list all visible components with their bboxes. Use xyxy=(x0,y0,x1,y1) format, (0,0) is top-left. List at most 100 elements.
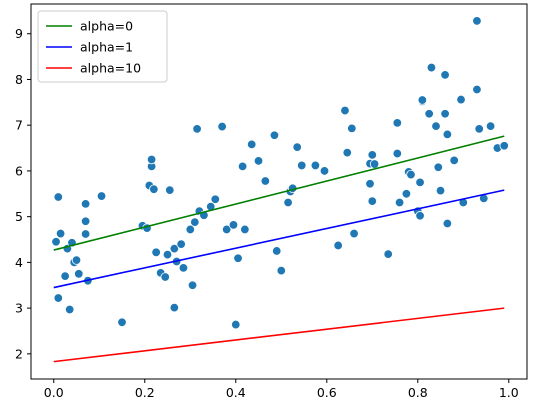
data-point xyxy=(187,280,198,290)
data-point xyxy=(392,148,403,159)
data-point xyxy=(272,246,282,256)
legend-label-2: alpha=10 xyxy=(80,61,141,76)
data-point xyxy=(146,154,157,165)
data-point xyxy=(53,293,64,303)
data-point xyxy=(96,191,107,201)
data-point xyxy=(347,123,357,134)
y-tick-label: 3 xyxy=(15,301,23,316)
data-point xyxy=(417,95,428,105)
x-axis: 0.0 0.2 0.4 0.6 0.8 1.0 xyxy=(44,379,519,400)
data-point xyxy=(151,247,161,258)
x-tick-label: 0.2 xyxy=(135,385,155,400)
y-tick-label: 7 xyxy=(15,118,23,133)
data-point xyxy=(80,199,91,209)
plot-frame xyxy=(30,3,528,380)
data-point xyxy=(433,162,443,172)
data-point xyxy=(60,271,70,281)
data-point xyxy=(442,129,453,140)
data-point xyxy=(55,228,66,239)
data-point xyxy=(365,179,375,189)
data-point xyxy=(221,224,232,235)
data-point xyxy=(162,249,173,260)
data-point xyxy=(260,176,271,186)
data-point xyxy=(333,240,343,251)
x-tick-label: 0.4 xyxy=(226,385,246,400)
data-point xyxy=(474,124,484,134)
data-point xyxy=(426,62,437,73)
data-point xyxy=(169,302,180,313)
data-point xyxy=(472,84,482,95)
data-point xyxy=(192,124,202,134)
data-point xyxy=(349,228,359,239)
data-point xyxy=(392,118,403,128)
data-point xyxy=(74,269,84,279)
data-point xyxy=(233,253,243,263)
points-layer xyxy=(51,16,509,330)
data-point xyxy=(117,317,127,327)
data-point xyxy=(394,197,405,208)
data-point xyxy=(342,147,352,158)
data-point xyxy=(217,121,227,132)
data-point xyxy=(472,16,482,26)
x-tick-label: 0.6 xyxy=(317,385,337,400)
data-point xyxy=(71,255,82,265)
data-point xyxy=(283,197,293,208)
data-point xyxy=(440,70,450,80)
data-point xyxy=(340,105,350,116)
lines-layer xyxy=(53,135,505,363)
y-tick-label: 5 xyxy=(15,209,23,224)
data-point xyxy=(415,177,425,188)
x-tick-label: 1.0 xyxy=(499,385,519,400)
data-point xyxy=(246,139,257,150)
data-point xyxy=(160,272,170,282)
data-point xyxy=(415,211,425,221)
x-tick-label: 0.8 xyxy=(408,385,428,400)
data-point xyxy=(435,185,446,196)
data-point xyxy=(499,141,509,151)
data-point xyxy=(269,130,280,140)
data-point xyxy=(80,229,91,239)
series-line-2 xyxy=(53,307,505,363)
data-point xyxy=(297,160,307,171)
data-point xyxy=(237,161,248,172)
y-tick-label: 4 xyxy=(15,255,23,270)
data-point xyxy=(449,155,459,166)
y-tick-label: 6 xyxy=(15,163,23,178)
data-point xyxy=(253,156,264,166)
data-point xyxy=(240,224,250,235)
data-point xyxy=(176,239,186,249)
data-point xyxy=(383,249,393,259)
data-point xyxy=(424,109,434,119)
data-point xyxy=(190,217,200,227)
data-point xyxy=(431,121,441,131)
data-point xyxy=(319,166,330,176)
data-point xyxy=(276,265,286,276)
series-line-0 xyxy=(53,135,505,251)
data-point xyxy=(401,189,412,199)
y-axis: 2 3 4 5 6 7 8 9 xyxy=(15,26,31,361)
data-point xyxy=(292,142,302,152)
data-point xyxy=(456,94,466,105)
legend-box xyxy=(37,10,168,83)
data-point xyxy=(210,194,220,204)
data-point xyxy=(442,218,453,229)
data-point xyxy=(231,319,241,330)
data-point xyxy=(185,224,195,235)
series-line-1 xyxy=(53,189,505,289)
data-point xyxy=(149,184,159,194)
data-point xyxy=(80,216,91,226)
y-tick-label: 8 xyxy=(15,72,23,87)
data-point xyxy=(367,150,377,160)
data-point xyxy=(51,237,61,247)
legend: alpha=0 alpha=1 alpha=10 xyxy=(37,10,168,83)
data-point xyxy=(310,160,321,171)
data-point xyxy=(406,169,416,180)
data-point xyxy=(169,243,180,254)
data-point xyxy=(53,192,64,202)
data-point xyxy=(367,196,377,206)
data-point xyxy=(485,121,496,131)
y-tick-label: 2 xyxy=(15,346,23,361)
data-point xyxy=(369,159,380,169)
legend-label-0: alpha=0 xyxy=(80,19,133,34)
